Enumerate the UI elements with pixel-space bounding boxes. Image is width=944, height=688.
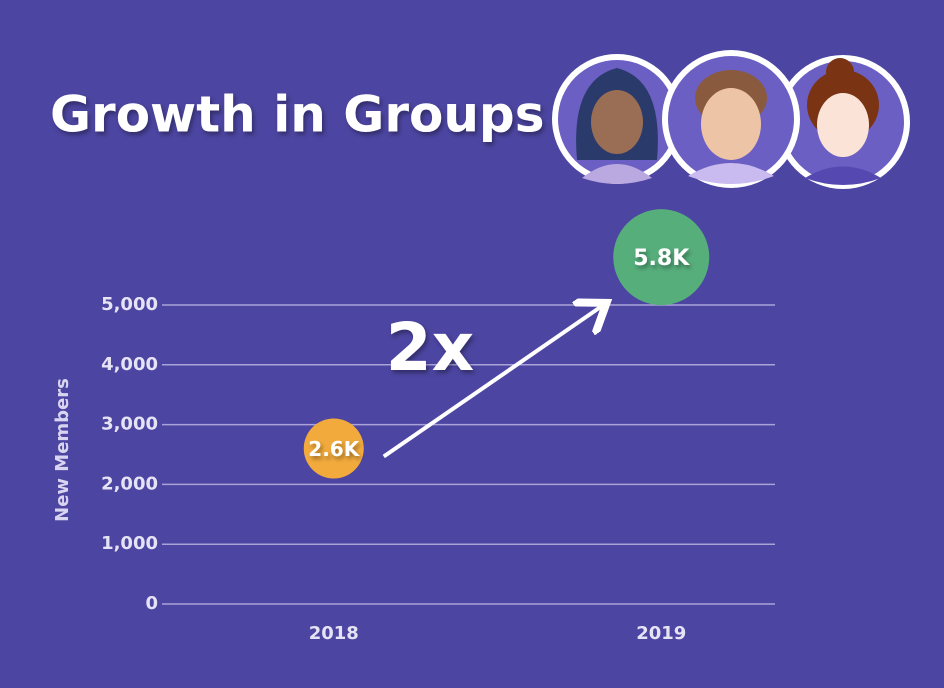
x-tick-label: 2018	[309, 623, 359, 644]
y-tick-label: 1,000	[101, 533, 158, 554]
y-axis-label: New Members	[52, 378, 73, 522]
y-tick-label: 0	[145, 593, 158, 614]
annotation: 2x	[386, 309, 475, 386]
y-tick-label: 5,000	[101, 294, 158, 315]
y-tick-label: 4,000	[101, 354, 158, 375]
x-tick-label: 2019	[636, 623, 686, 644]
y-tick-label: 2,000	[101, 473, 158, 494]
avatar	[776, 55, 910, 189]
chart-title: Growth in Groups	[50, 86, 544, 144]
y-tick-label: 3,000	[101, 414, 158, 435]
data-label: 5.8K	[633, 246, 690, 271]
data-label: 2.6K	[308, 437, 360, 461]
avatar	[662, 50, 800, 188]
avatars	[552, 50, 910, 189]
avatar	[552, 54, 682, 184]
bubble	[613, 209, 710, 306]
arrow	[382, 305, 604, 459]
bubble	[303, 418, 364, 479]
